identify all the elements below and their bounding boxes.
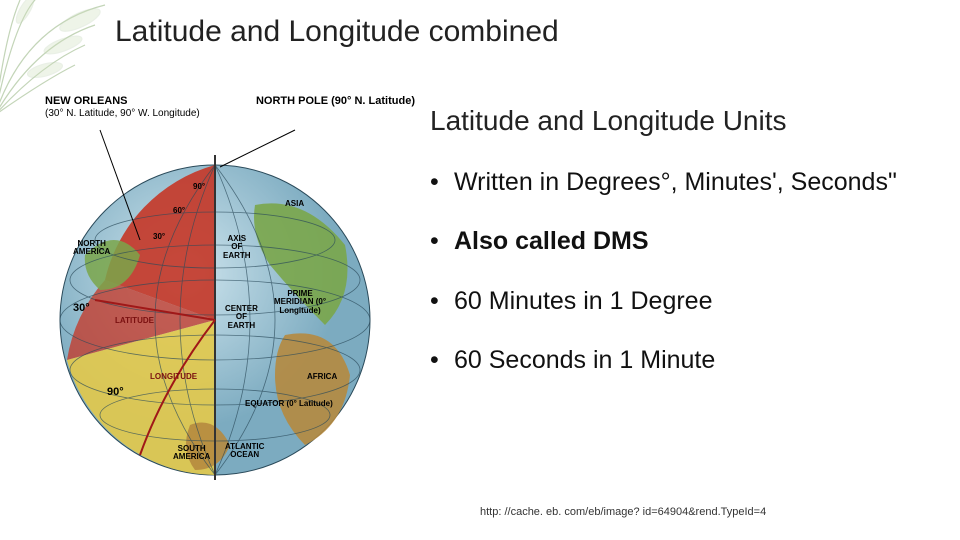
globe-lbl-eq: EQUATOR (0° Latitude) — [245, 400, 333, 408]
globe-lbl-asia: ASIA — [285, 200, 304, 208]
globe-diagram-icon: ASIA AXISOFEARTH NORTHAMERICA CENTEROFEA… — [45, 125, 385, 485]
globe-lbl-axis: AXISOFEARTH — [223, 235, 251, 260]
globe-lbl-30: 30° — [73, 303, 90, 315]
bullet-item: 60 Seconds in 1 Minute — [430, 345, 940, 376]
bullet-item: Written in Degrees°, Minutes', Seconds" — [430, 167, 940, 198]
bullet-list: Written in Degrees°, Minutes', Seconds" … — [430, 167, 940, 376]
globe-lbl-lon: LONGITUDE — [150, 373, 197, 381]
globe-label-north-pole: NORTH POLE (90° N. Latitude) — [256, 95, 415, 119]
globe-lbl-na: NORTHAMERICA — [73, 240, 110, 257]
globe-lbl-lat: LATITUDE — [115, 317, 154, 325]
globe-label-new-orleans: NEW ORLEANS (30° N. Latitude, 90° W. Lon… — [45, 95, 200, 119]
globe-lbl-s30: 30° — [153, 233, 165, 241]
slide-title: Latitude and Longitude combined — [115, 15, 559, 49]
globe-lbl-90: 90° — [107, 387, 124, 399]
globe-lbl-sa: SOUTHAMERICA — [173, 445, 210, 462]
globe-lbl-atl: ATLANTICOCEAN — [225, 443, 264, 460]
globe-figure: NEW ORLEANS (30° N. Latitude, 90° W. Lon… — [45, 95, 415, 485]
globe-lbl-s60: 60° — [173, 207, 185, 215]
globe-lbl-africa: AFRICA — [307, 373, 337, 381]
globe-lbl-prime: PRIMEMERIDIAN (0°Longitude) — [270, 290, 330, 315]
globe-lbl-s90: 90° — [193, 183, 205, 191]
subheading: Latitude and Longitude Units — [430, 105, 940, 137]
bullet-item: Also called DMS — [430, 226, 940, 257]
globe-lbl-center: CENTEROFEARTH — [225, 305, 258, 330]
content-column: Latitude and Longitude Units Written in … — [430, 105, 940, 404]
citation-text: http: //cache. eb. com/eb/image? id=6490… — [480, 506, 766, 518]
bullet-item: 60 Minutes in 1 Degree — [430, 286, 940, 317]
